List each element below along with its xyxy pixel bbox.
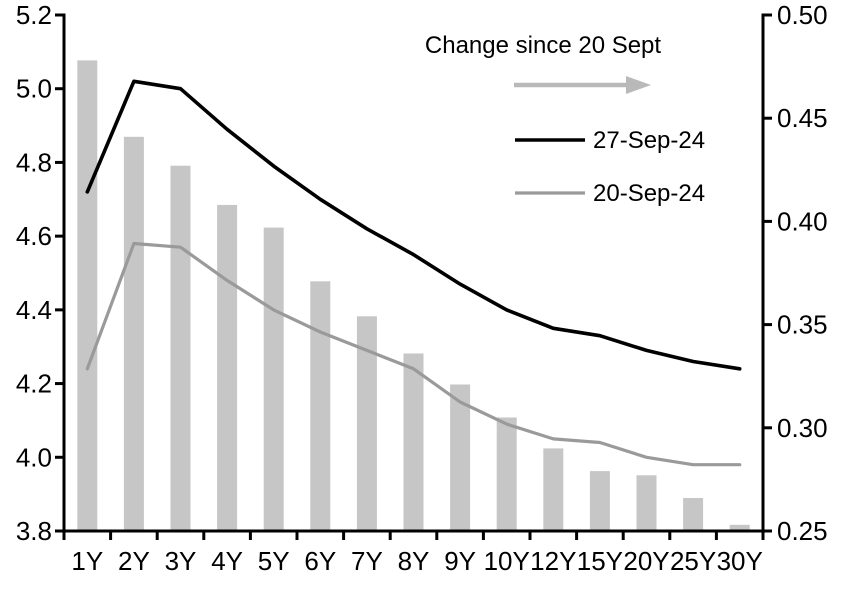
left-axis-tick-label: 4.0 — [16, 442, 52, 472]
left-axis-tick-label: 4.4 — [16, 295, 52, 325]
x-axis-label-4y: 4Y — [211, 546, 243, 576]
right-axis-tick-label: 0.45 — [777, 103, 828, 133]
right-axis-tick-label: 0.50 — [777, 0, 828, 30]
right-arrow-head — [626, 76, 651, 94]
bar-5y — [263, 227, 284, 531]
bar-1y — [77, 60, 98, 532]
bar-7y — [356, 316, 377, 531]
x-axis-label-15y: 15Y — [577, 546, 623, 576]
legend-label-20-sep-24: 20-Sep-24 — [593, 180, 705, 207]
x-axis-label-25y: 25Y — [670, 546, 716, 576]
x-axis-label-12y: 12Y — [530, 546, 576, 576]
x-axis-label-3y: 3Y — [165, 546, 197, 576]
legend-label-27-sep-24: 27-Sep-24 — [593, 127, 705, 154]
bar-series-change-since-20-sept — [77, 60, 750, 532]
left-axis-tick-label: 5.2 — [16, 0, 52, 30]
line-20-sep-24 — [85, 241, 742, 467]
bar-20y — [636, 475, 657, 531]
x-axis-label-1y: 1Y — [71, 546, 103, 576]
left-axis-tick-label: 4.2 — [16, 369, 52, 399]
x-axis-label-10y: 10Y — [484, 546, 530, 576]
right-axis-tick-label: 0.35 — [777, 310, 828, 340]
bar-6y — [310, 281, 331, 531]
x-axis-label-5y: 5Y — [258, 546, 290, 576]
axes: 5.2 5.0 4.8 4.6 4.4 4.2 4.0 3.8 0.50 0.45 0.40 0.35… — [16, 0, 828, 576]
bar-12y — [543, 448, 564, 531]
left-axis-tick-label: 4.6 — [16, 221, 52, 251]
right-arrow-icon — [514, 76, 651, 94]
left-axis-tick-label: 3.8 — [16, 516, 52, 546]
bar-30y — [729, 524, 750, 531]
x-axis-label-6y: 6Y — [304, 546, 336, 576]
bar-25y — [683, 498, 704, 531]
x-axis-label-9y: 9Y — [444, 546, 476, 576]
bar-8y — [403, 353, 424, 531]
legend: Change since 20 Sept 27-Sep-24 20-Sep-24 — [425, 32, 705, 207]
x-axis-label-30y: 30Y — [717, 546, 763, 576]
bar-15y — [589, 471, 610, 531]
right-axis-tick-label: 0.40 — [777, 206, 828, 236]
bar-9y — [450, 384, 471, 531]
left-axis-tick-label: 4.8 — [16, 147, 52, 177]
x-axis-label-7y: 7Y — [351, 546, 383, 576]
x-axis-label-20y: 20Y — [623, 546, 669, 576]
legend-title: Change since 20 Sept — [425, 32, 662, 59]
right-axis-tick-label: 0.25 — [777, 516, 828, 546]
right-axis-tick-label: 0.30 — [777, 413, 828, 443]
line-27-sep-24 — [85, 79, 742, 371]
x-axis-label-8y: 8Y — [398, 546, 430, 576]
x-axis-label-2y: 2Y — [118, 546, 150, 576]
bar-3y — [170, 165, 191, 531]
bar-2y — [123, 136, 144, 532]
bar-4y — [217, 204, 238, 531]
plot-area — [77, 60, 750, 532]
left-axis-tick-label: 5.0 — [16, 74, 52, 104]
bar-10y — [496, 417, 517, 531]
